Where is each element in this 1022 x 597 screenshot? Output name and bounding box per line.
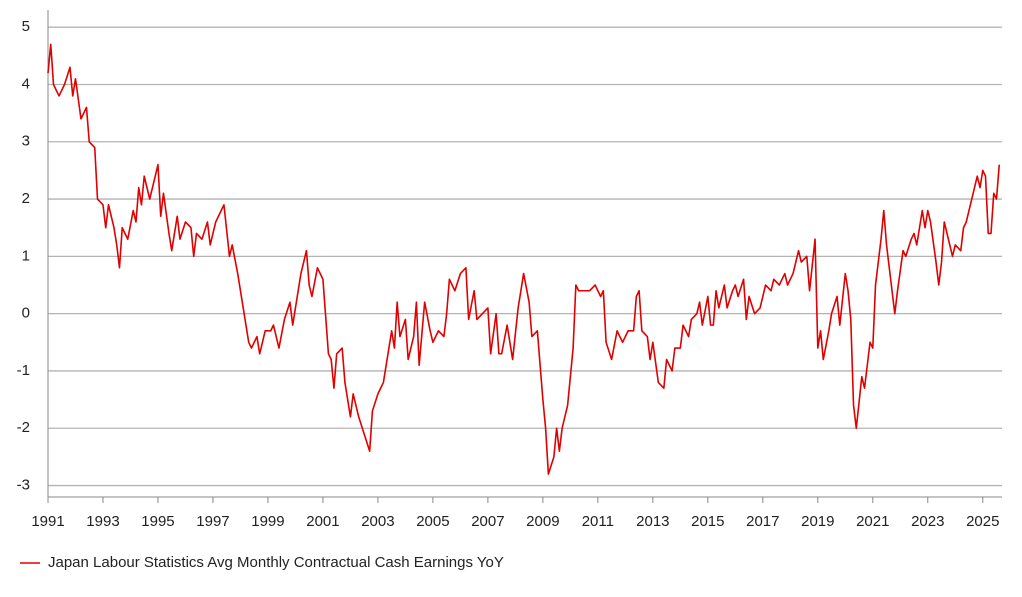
- x-tick-label: 1995: [141, 513, 174, 530]
- y-tick-label: 0: [22, 305, 30, 322]
- x-tick-label: 2003: [361, 513, 394, 530]
- x-tick-label: 2005: [416, 513, 449, 530]
- y-tick-label: 1: [22, 247, 30, 264]
- x-tick-label: 2009: [526, 513, 559, 530]
- x-tick-label: 2023: [911, 513, 944, 530]
- x-tick-label: 1993: [86, 513, 119, 530]
- x-tick-label: 1999: [251, 513, 284, 530]
- x-tick-label: 2015: [691, 513, 724, 530]
- x-tick-label: 2013: [636, 513, 669, 530]
- y-tick-label: 4: [22, 75, 30, 92]
- y-tick-label: 2: [22, 190, 30, 207]
- y-tick-label: 3: [22, 133, 30, 150]
- data-line: [47, 43, 1001, 475]
- x-tick-label: 2019: [801, 513, 834, 530]
- y-tick-label: -3: [17, 477, 30, 494]
- x-tick-label: 2017: [746, 513, 779, 530]
- x-tick-label: 1997: [196, 513, 229, 530]
- x-tick-label: 2021: [856, 513, 889, 530]
- x-tick-label: 2007: [471, 513, 504, 530]
- y-tick-label: -2: [17, 419, 30, 436]
- x-tick-label: 1991: [31, 513, 64, 530]
- x-tick-label: 2011: [582, 513, 614, 530]
- legend-label: Japan Labour Statistics Avg Monthly Cont…: [48, 554, 504, 571]
- y-tick-label: 5: [22, 18, 30, 35]
- x-tick-label: 2001: [306, 513, 339, 530]
- x-tick-label: 2025: [966, 513, 999, 530]
- y-tick-label: -1: [17, 362, 30, 379]
